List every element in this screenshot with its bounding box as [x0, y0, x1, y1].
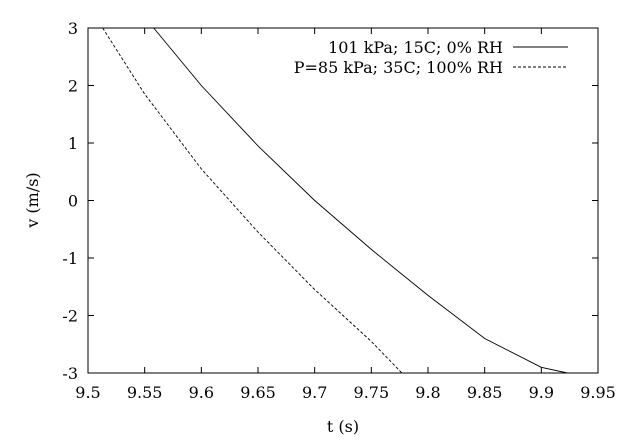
legend-label: P=85 kPa; 35C; 100% RH [294, 58, 503, 77]
x-tick-label: 9.95 [580, 383, 616, 402]
plot-frame [87, 27, 599, 374]
legend-label: 101 kPa; 15C; 0% RH [328, 38, 503, 57]
y-tick-label: 3 [68, 19, 78, 38]
x-axis-title: t (s) [327, 417, 359, 436]
y-tick-label: -3 [62, 364, 78, 383]
y-axis-title: v (m/s) [23, 172, 42, 228]
x-tick-label: 9.5 [75, 383, 100, 402]
y-tick-label: 2 [68, 77, 78, 96]
x-axis: 9.5 9.55 9.6 9.65 9.7 9.75 9.8 9.85 9.9 9.95 [75, 28, 616, 402]
y-tick-label: -2 [62, 307, 78, 326]
series-line-2 [102, 27, 403, 374]
y-axis: 3 2 1 0 -1 -2 -3 [62, 19, 598, 383]
x-tick-label: 9.7 [302, 383, 327, 402]
x-tick-label: 9.6 [189, 383, 214, 402]
series-layer [102, 27, 568, 374]
y-tick-label: 0 [68, 192, 78, 211]
legend: 101 kPa; 15C; 0% RHP=85 kPa; 35C; 100% R… [294, 38, 568, 77]
x-tick-label: 9.55 [127, 383, 163, 402]
x-tick-label: 9.8 [415, 383, 440, 402]
x-tick-label: 9.9 [529, 383, 554, 402]
series-line-1 [153, 27, 568, 374]
y-tick-label: 1 [68, 134, 78, 153]
x-tick-label: 9.75 [354, 383, 390, 402]
x-tick-label: 9.85 [467, 383, 503, 402]
x-tick-label: 9.65 [240, 383, 276, 402]
y-tick-label: -1 [62, 249, 78, 268]
